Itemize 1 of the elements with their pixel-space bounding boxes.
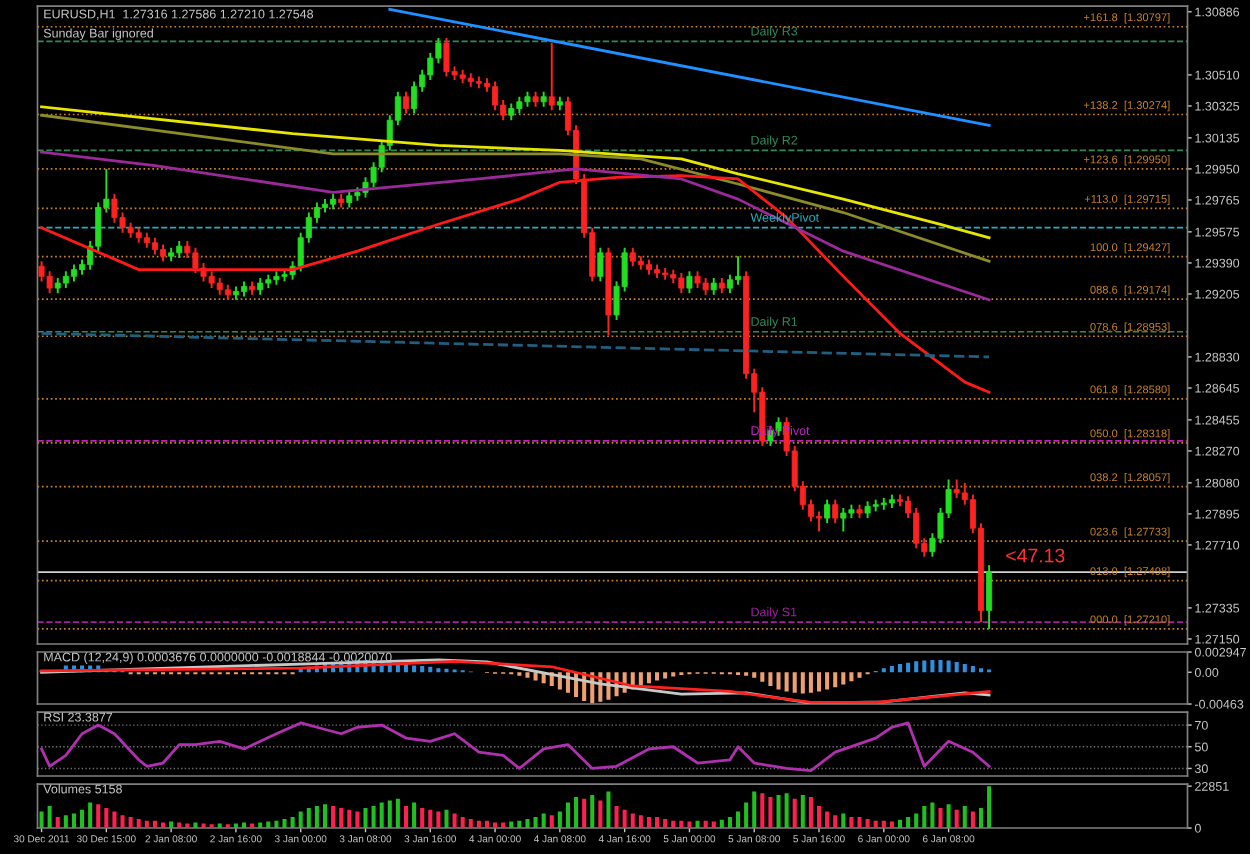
annotation: <47.13 bbox=[1006, 548, 1065, 563]
